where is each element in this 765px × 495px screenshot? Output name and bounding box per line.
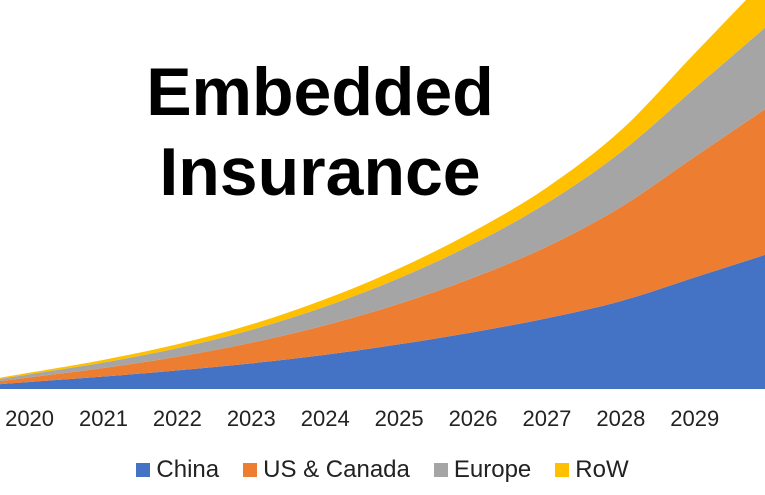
x-tick-label-2023: 2023 — [227, 406, 276, 431]
x-tick-label-2026: 2026 — [449, 406, 498, 431]
legend-item-us-canada: US & Canada — [243, 456, 410, 484]
x-tick-labels: 2020 2021 2022 2023 2024 2025 2026 2027 2028 2029 — [5, 406, 719, 431]
legend-label-europe: Europe — [453, 456, 532, 483]
area-series-europe — [0, 27, 765, 382]
area-series-us-canada — [0, 109, 765, 385]
x-tick-label-2029: 2029 — [670, 406, 719, 431]
x-tick-label-2028: 2028 — [596, 406, 645, 431]
legend-item-europe: Europe — [433, 456, 532, 484]
legend-swatch-us-canada — [243, 463, 258, 477]
x-tick-label-2022: 2022 — [153, 406, 202, 431]
chart-title-line-2: Insurance — [159, 134, 481, 210]
legend-label-row: RoW — [575, 456, 629, 483]
legend-label-china: China — [156, 456, 220, 483]
x-tick-label-2021: 2021 — [79, 406, 128, 431]
legend-swatch-europe — [433, 463, 448, 477]
legend-swatch-china — [136, 463, 151, 477]
x-tick-label-2020: 2020 — [5, 406, 54, 431]
x-tick-label-2024: 2024 — [301, 406, 350, 431]
legend-item-china: China — [136, 456, 219, 484]
legend-swatch-row — [555, 463, 570, 477]
chart-title-line-1: Embedded — [146, 54, 494, 130]
x-tick-label-2025: 2025 — [375, 406, 424, 431]
x-tick-label-2027: 2027 — [522, 406, 571, 431]
chart-title: Embedded Insurance — [60, 52, 580, 212]
legend-item-row: RoW — [555, 456, 629, 484]
area-series-china — [0, 254, 765, 389]
legend: China US & Canada Europe RoW — [0, 453, 765, 487]
legend-label-us-canada: US & Canada — [263, 456, 410, 483]
areas-layer — [0, 0, 765, 389]
